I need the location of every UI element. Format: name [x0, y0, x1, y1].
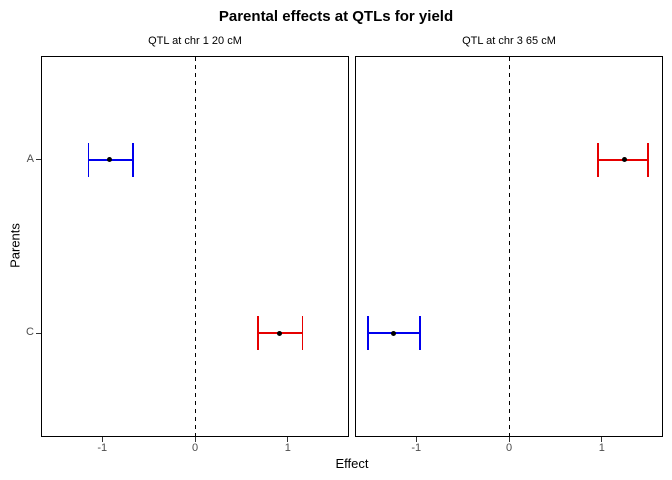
panel1-parentC-estimate-point [276, 330, 282, 336]
zero-reference-line [194, 57, 196, 436]
panel2-parentC-estimate-point [391, 330, 397, 336]
y-axis-tick-label: A [26, 152, 34, 165]
x-axis-tick-label: -1 [411, 442, 422, 454]
x-axis-tick-label: -1 [97, 442, 108, 454]
panel2-parentC-errorbar-cap-high [419, 316, 421, 351]
panel2-parentA-errorbar-cap-high [647, 142, 649, 177]
x-axis-tick [415, 437, 417, 442]
zero-reference-line [508, 57, 510, 436]
panel1-parentC-errorbar-cap-high [301, 316, 304, 351]
x-axis-tick [508, 437, 510, 442]
panel2-parentA-estimate-point [621, 157, 627, 163]
x-axis-tick-label: 0 [191, 442, 199, 454]
x-axis-title: Effect [335, 456, 369, 471]
x-axis-tick [601, 437, 603, 442]
x-axis-tick-label: 0 [505, 442, 513, 454]
y-axis-tick [36, 332, 41, 334]
chart-title: Parental effects at QTLs for yield [218, 8, 454, 25]
x-axis-tick [194, 437, 196, 442]
x-axis-tick [101, 437, 103, 442]
panel1-parentA-errorbar-cap-high [132, 142, 134, 177]
y-axis-tick [36, 159, 41, 161]
facet-strip-label: QTL at chr 3 65 cM [462, 35, 556, 47]
y-axis-tick-label: C [26, 326, 34, 339]
x-axis-tick-label: 1 [598, 442, 605, 454]
panel1-parentA-estimate-point [107, 157, 113, 163]
x-axis-tick [287, 437, 289, 442]
panel1-parentC-errorbar-cap-low [257, 316, 259, 351]
x-axis-tick-label: 1 [284, 442, 291, 454]
panel2-parentC-errorbar-cap-low [367, 316, 369, 351]
facet-strip-label: QTL at chr 1 20 cM [148, 35, 242, 47]
panel1-parentA-errorbar-cap-low [87, 142, 90, 177]
panel2-parentA-errorbar-cap-low [597, 142, 599, 177]
